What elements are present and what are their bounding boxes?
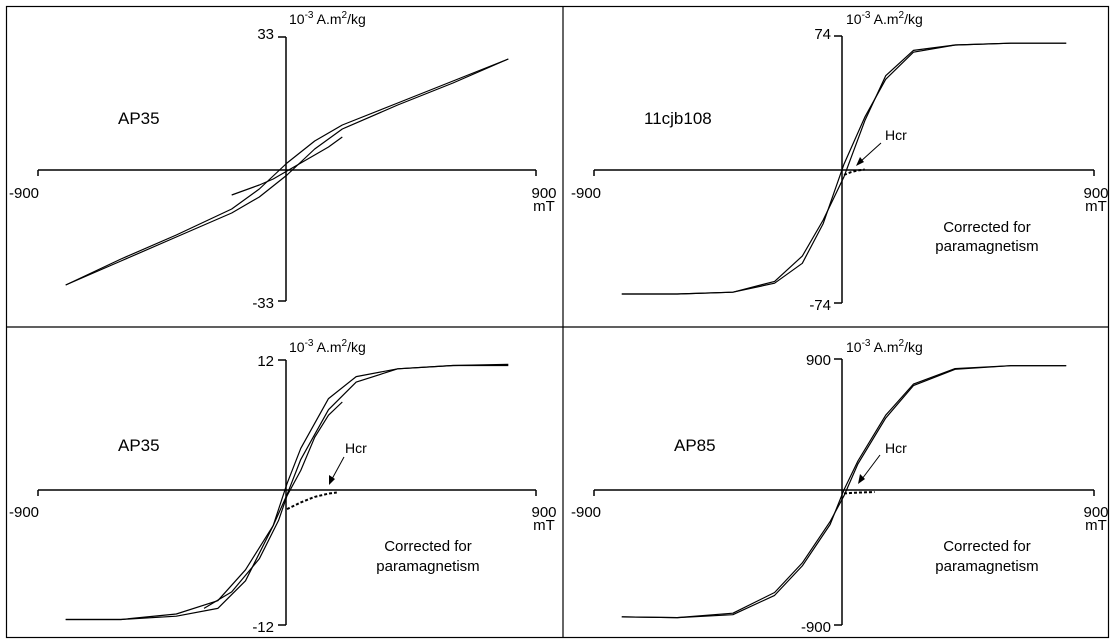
hcr-arrow <box>859 142 882 163</box>
hcr-arrow <box>331 456 345 480</box>
y-tick-label-min: -33 <box>252 295 274 312</box>
hcr-dotted-line <box>843 168 865 176</box>
y-tick-label-max: 74 <box>814 26 831 43</box>
hcr-arrowhead <box>858 474 865 484</box>
hcr-label: Hcr <box>885 127 907 143</box>
series-line-1 <box>65 364 509 621</box>
panel-11cjb108: Hcr 74 -74 -900 900 mT 10-3 A.m2/kg 11cj… <box>571 10 1109 314</box>
y-tick-label-min: -900 <box>801 619 831 636</box>
x-unit-label: mT <box>1085 198 1107 215</box>
x-tick-label-max: 900 <box>531 504 556 521</box>
sample-label: AP35 <box>118 436 160 455</box>
sample-label: AP35 <box>118 109 160 128</box>
sample-label: 11cjb108 <box>644 109 712 128</box>
hcr-arrowhead <box>329 475 335 485</box>
hcr-curve <box>286 491 337 510</box>
series-line-2 <box>65 58 509 286</box>
y-tick-label-max: 33 <box>257 26 274 43</box>
x-tick-label-min: -900 <box>571 504 601 521</box>
series-line-1 <box>65 58 509 286</box>
series-line-1 <box>621 42 1067 295</box>
x-unit-label: mT <box>1085 517 1107 534</box>
x-tick-label-max: 900 <box>1083 504 1108 521</box>
series-line-2 <box>621 365 1067 619</box>
x-tick-label-max: 900 <box>1083 185 1108 202</box>
hcr-label: Hcr <box>885 440 907 456</box>
sample-label: AP85 <box>674 436 716 455</box>
series-line-2 <box>621 42 1067 295</box>
correction-note: Corrected for paramagnetism <box>935 538 1038 575</box>
series-line-3 <box>231 136 343 196</box>
hcr-arrow <box>861 454 881 480</box>
y-tick-label-min: -74 <box>809 297 831 314</box>
hysteresis-curves <box>65 58 509 286</box>
x-tick-label-min: -900 <box>9 185 39 202</box>
hcr-dotted-line <box>843 491 875 495</box>
series-line-2 <box>65 363 509 621</box>
x-tick-label-min: -900 <box>571 185 601 202</box>
hcr-label: Hcr <box>345 440 367 456</box>
x-tick-label-max: 900 <box>531 185 556 202</box>
hysteresis-curves <box>621 42 1067 295</box>
y-unit-label: 10-3 A.m2/kg <box>846 338 923 355</box>
y-tick-label-max: 900 <box>806 352 831 369</box>
hcr-curve <box>843 491 875 495</box>
hcr-curve <box>843 168 865 176</box>
panel-ap35-corrected: Hcr 12 -12 -900 900 mT 10-3 A.m2/kg AP35… <box>9 338 557 636</box>
hysteresis-curves <box>65 363 509 621</box>
panel-ap35-raw: 33 -33 -900 900 mT 10-3 A.m2/kg AP35 <box>9 10 557 312</box>
y-tick-label-min: -12 <box>252 619 274 636</box>
x-unit-label: mT <box>533 198 555 215</box>
hcr-dotted-line <box>286 491 337 510</box>
y-tick-label-max: 12 <box>257 353 274 370</box>
correction-note: Corrected for paramagnetism <box>935 219 1038 255</box>
hcr-arrowhead <box>856 157 864 166</box>
y-unit-label: 10-3 A.m2/kg <box>289 338 366 355</box>
y-unit-label: 10-3 A.m2/kg <box>846 10 923 27</box>
series-line-3 <box>203 401 343 609</box>
y-unit-label: 10-3 A.m2/kg <box>289 10 366 27</box>
panel-ap85: Hcr 900 -900 -900 900 mT 10-3 A.m2/kg AP… <box>571 338 1109 636</box>
hysteresis-curves <box>621 365 1067 619</box>
figure-frame <box>5 5 1110 639</box>
series-line-1 <box>621 365 1067 619</box>
x-tick-label-min: -900 <box>9 504 39 521</box>
x-unit-label: mT <box>533 517 555 534</box>
correction-note: Corrected for paramagnetism <box>376 538 479 575</box>
